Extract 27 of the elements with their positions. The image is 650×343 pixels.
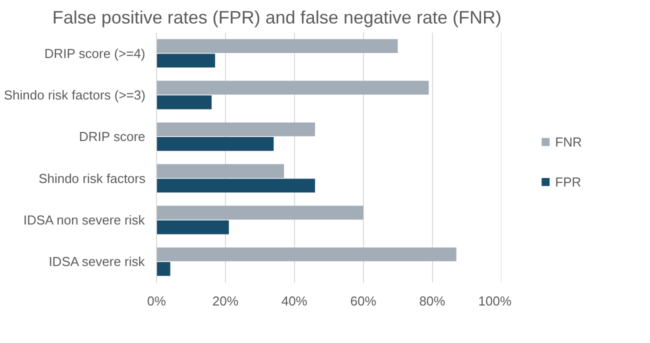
bar: [156, 80, 429, 95]
bar: [156, 39, 398, 53]
bar: [156, 164, 284, 178]
x-tick-label: 40%: [281, 294, 308, 308]
x-tick-label: 100%: [478, 294, 512, 308]
bar: [156, 206, 364, 220]
y-tick-label: DRIP score: [79, 129, 146, 144]
x-tick-label: 0%: [147, 294, 166, 308]
bar: [156, 247, 456, 262]
bar: [156, 122, 316, 136]
bar: [156, 54, 216, 68]
y-tick-label: IDSA severe risk: [48, 254, 146, 270]
legend-label: FPR: [555, 174, 582, 189]
y-tick-label: DRIP score (>=4): [44, 46, 146, 61]
legend-label: FNR: [555, 134, 582, 149]
bar: [156, 178, 316, 193]
x-tick-label: 20%: [212, 294, 239, 308]
y-tick-label: Shindo risk factors: [38, 170, 146, 186]
bar: [156, 262, 170, 276]
chart-title: False positive rates (FPR) and false negative rate (FNR): [52, 8, 502, 28]
x-tick-label: 60%: [350, 294, 377, 308]
bar: [156, 220, 229, 234]
bar: [156, 137, 274, 151]
y-tick-label: IDSA non severe risk: [23, 212, 146, 228]
x-tick-label: 80%: [419, 294, 446, 308]
bar: [156, 95, 212, 110]
y-tick-label: Shindo risk factors (>=3): [4, 88, 146, 102]
